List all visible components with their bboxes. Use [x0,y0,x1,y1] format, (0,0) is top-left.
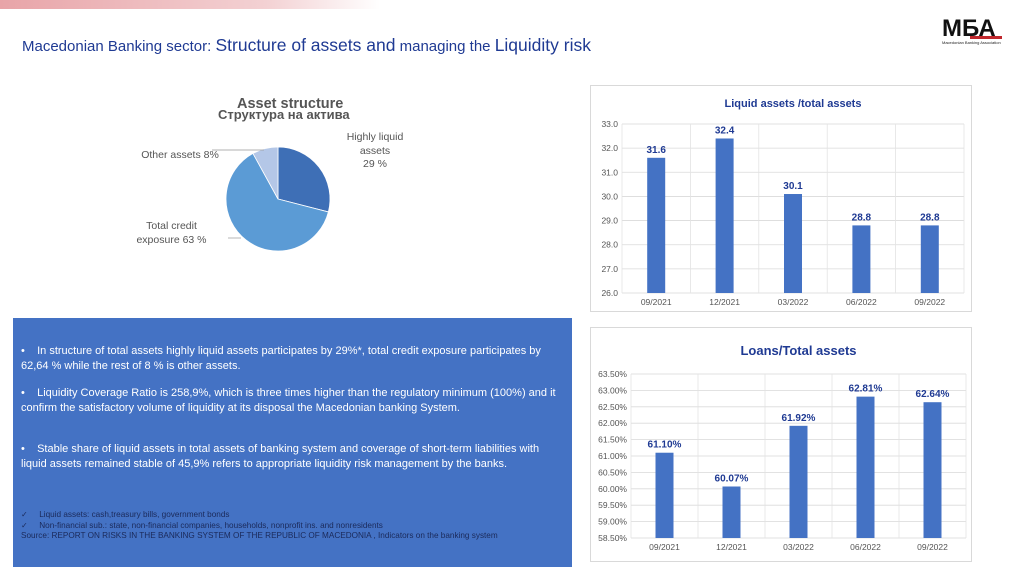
x-tick-label: 09/2021 [649,542,680,552]
data-label: 62.81% [849,384,883,395]
y-tick-label: 30.0 [601,191,618,201]
bar-12/2021 [715,138,734,293]
y-tick-label: 32.0 [601,143,618,153]
y-tick-label: 58.50% [598,533,627,543]
x-tick-label: 12/2021 [716,542,747,552]
pie-label-1-line-1: exposure 63 % [136,233,207,246]
y-tick-label: 59.50% [598,500,627,510]
pie-slice-2 [252,146,279,200]
y-tick-label: 59.00% [598,517,627,527]
pie-label-0-line-1: assets [359,144,391,157]
data-label: 61.10% [648,440,682,451]
mba-logo: МБА [942,15,1002,42]
data-label: 28.8 [920,212,940,223]
loans-chart-frame: Loans/Total assets 58.50% 59.00% 59.50% 60.0… [590,327,972,562]
bar-09/2022 [923,402,942,538]
bar-03/2022 [784,194,802,293]
info-bullet-3: • Stable share of liquid assets in total… [21,443,540,470]
x-tick-label: 09/2022 [917,542,948,552]
y-tick-label: 26.0 [601,288,618,298]
data-label: 61.92% [782,413,816,424]
data-label: 62.64% [916,389,950,400]
bar-09/2022 [920,225,939,293]
bar-09/2021 [655,452,674,538]
page-title: Macedonian Banking sector: Structure of … [22,35,591,55]
pie-label-1-line-0: Total credit [146,220,197,232]
chart-title: Liquid assets /total assets [725,98,862,110]
source-note: Source: REPORT ON RISKS IN THE BANKING S… [21,531,498,540]
liquid-assets-bar-chart: Liquid assets /total assets 26.0 27.0 28.0 2… [601,98,965,307]
data-label: 60.07% [715,474,749,485]
y-tick-label: 33.0 [601,119,618,129]
x-tick-label: 09/2022 [914,297,945,307]
pie-slice-1 [225,152,329,252]
liquid-assets-chart-frame: Liquid assets /total assets 26.0 27.0 28.0 2… [590,85,972,312]
pie-label-1: Total credit exposure 63 % [124,220,219,247]
y-tick-label: 61.50% [598,435,627,445]
footnote-2: ✓ Non-financial sub.: state, non-financi… [21,521,383,530]
y-tick-label: 27.0 [601,264,618,274]
pie-subtitle: Структура на актива [218,107,350,122]
pie-label-2-line-0: Other assets 8% [141,149,219,161]
pie-label-0-line-0: Highly liquid [346,131,404,143]
pie-label-0-line-2: 29 % [363,158,387,171]
data-label: 28.8 [852,212,872,223]
data-label: 31.6 [646,145,666,156]
loans-bar-chart: Loans/Total assets 58.50% 59.00% 59.50% 60.0… [598,343,967,552]
x-tick-label: 12/2021 [709,297,740,307]
top-decorative-stripe [0,0,380,9]
bar-06/2022 [856,396,875,538]
y-tick-label: 62.50% [598,402,627,412]
y-tick-label: 63.00% [598,385,627,395]
y-tick-label: 63.50% [598,369,627,379]
info-bullet-1: • In structure of total assets highly li… [21,345,541,372]
info-bullet-2: • Liquidity Coverage Ratio is 258,9%, wh… [21,387,556,414]
bar-12/2021 [722,486,741,538]
y-tick-label: 60.00% [598,484,627,494]
x-tick-label: 09/2021 [641,297,672,307]
logo-caption: Macedonian Banking Association [942,40,1001,45]
y-tick-label: 29.0 [601,216,618,226]
x-tick-label: 06/2022 [850,542,881,552]
pie-label-0: Highly liquid assets 29 % [335,131,415,172]
bar-06/2022 [852,225,871,293]
data-label: 30.1 [783,181,803,192]
x-tick-label: 06/2022 [846,297,877,307]
y-tick-label: 28.0 [601,240,618,250]
pie-label-2: Other assets 8% [130,149,230,163]
data-label: 32.4 [715,125,735,136]
info-box: • In structure of total assets highly li… [13,318,572,567]
y-tick-label: 61.00% [598,451,627,461]
pie-title: Asset structure [237,96,344,112]
footnote-1: ✓ Liquid assets: cash,treasury bills, go… [21,510,230,519]
y-tick-label: 60.50% [598,467,627,477]
y-tick-label: 31.0 [601,167,618,177]
chart-title: Loans/Total assets [740,343,856,358]
x-tick-label: 03/2022 [783,542,814,552]
y-tick-label: 62.00% [598,418,627,428]
x-tick-label: 03/2022 [778,297,809,307]
bar-09/2021 [647,157,666,293]
pie-slice-0 [277,146,331,213]
bar-03/2022 [789,425,808,538]
